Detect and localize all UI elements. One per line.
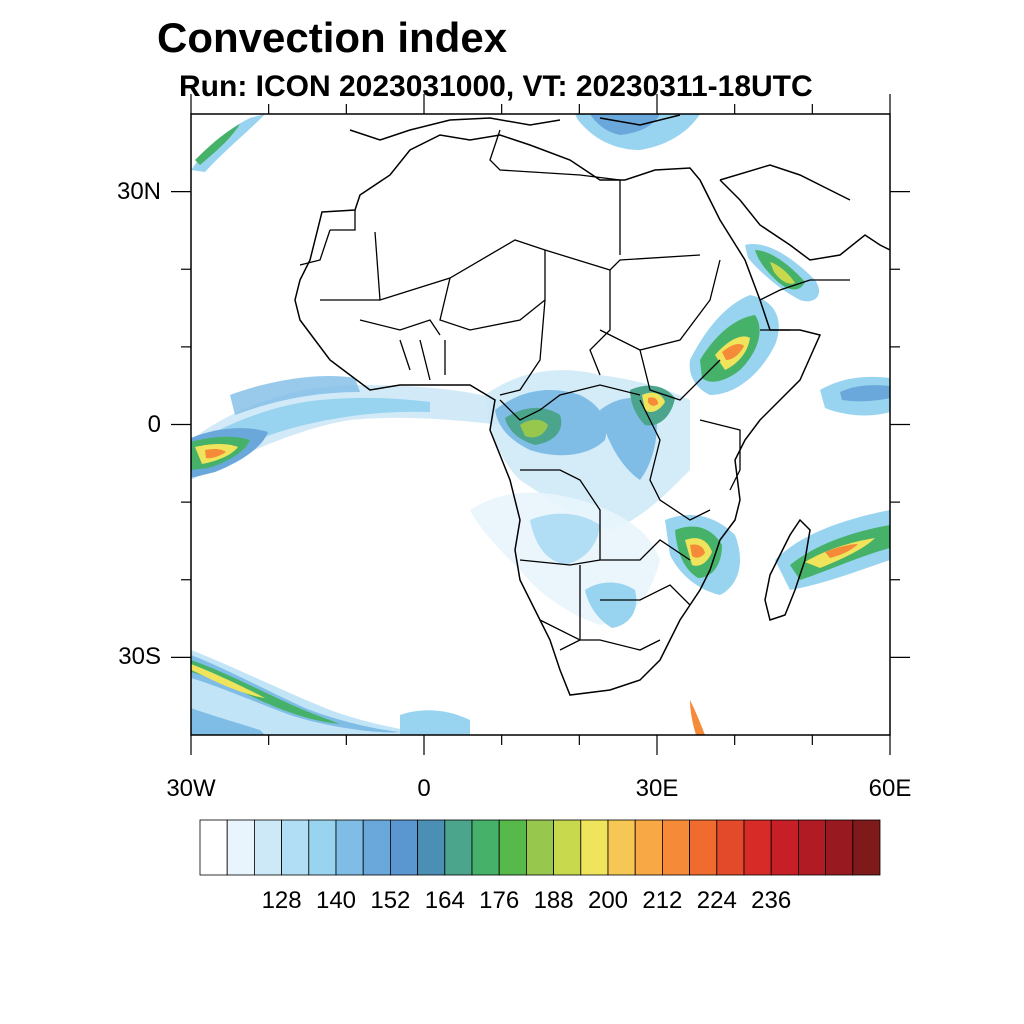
colorbar-swatch xyxy=(554,820,581,875)
colorbar-swatch xyxy=(690,820,717,875)
colorbar-swatch xyxy=(853,820,880,875)
colorbar-label: 128 xyxy=(252,887,312,915)
colorbar-swatch xyxy=(363,820,390,875)
colorbar-label: 200 xyxy=(578,887,638,915)
colorbar-swatch xyxy=(717,820,744,875)
colorbar-label: 212 xyxy=(632,887,692,915)
colorbar xyxy=(200,820,880,875)
colorbar-swatch xyxy=(336,820,363,875)
colorbar-label: 224 xyxy=(687,887,747,915)
lat-label: 30N xyxy=(81,178,161,206)
colorbar-swatch xyxy=(662,820,689,875)
colorbar-swatch xyxy=(472,820,499,875)
colorbar-swatch xyxy=(608,820,635,875)
colorbar-swatch xyxy=(445,820,472,875)
colorbar-swatch xyxy=(390,820,417,875)
colorbar-swatch xyxy=(635,820,662,875)
map-figure xyxy=(0,0,1024,1024)
colorbar-label: 176 xyxy=(469,887,529,915)
lon-label: 60E xyxy=(850,775,930,803)
lat-label: 0 xyxy=(81,411,161,439)
colorbar-swatch xyxy=(526,820,553,875)
colorbar-label: 164 xyxy=(415,887,475,915)
colorbar-label: 152 xyxy=(360,887,420,915)
lon-label: 30E xyxy=(617,775,697,803)
colorbar-label: 236 xyxy=(741,887,801,915)
colorbar-swatch xyxy=(826,820,853,875)
lon-label: 0 xyxy=(384,775,464,803)
colorbar-label: 140 xyxy=(306,887,366,915)
colorbar-swatch xyxy=(282,820,309,875)
colorbar-swatch xyxy=(418,820,445,875)
lon-label: 30W xyxy=(151,775,231,803)
colorbar-swatch xyxy=(581,820,608,875)
colorbar-swatch xyxy=(309,820,336,875)
colorbar-swatch xyxy=(227,820,254,875)
colorbar-swatch xyxy=(744,820,771,875)
colorbar-swatch xyxy=(200,820,227,875)
lat-label: 30S xyxy=(81,643,161,671)
colorbar-label: 188 xyxy=(524,887,584,915)
colorbar-swatch xyxy=(771,820,798,875)
colorbar-swatch xyxy=(254,820,281,875)
colorbar-swatch xyxy=(499,820,526,875)
colorbar-swatch xyxy=(798,820,825,875)
